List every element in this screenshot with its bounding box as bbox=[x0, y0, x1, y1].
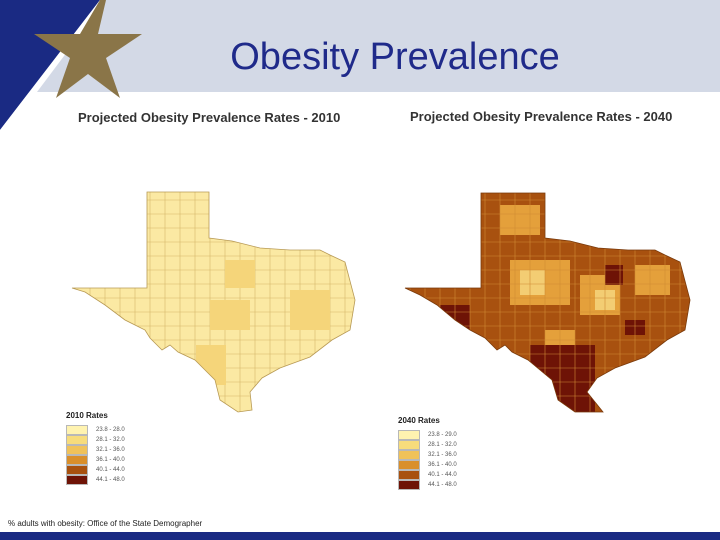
legend-2010-row: 23.8 - 28.0 bbox=[66, 425, 186, 435]
legend-swatch bbox=[66, 465, 88, 475]
legend-label: 28.1 - 32.0 bbox=[428, 442, 457, 448]
legend-label: 40.1 - 44.0 bbox=[96, 467, 125, 473]
legend-2010-row: 28.1 - 32.0 bbox=[66, 435, 186, 445]
legend-swatch bbox=[66, 445, 88, 455]
legend-swatch bbox=[398, 440, 420, 450]
map-2010-title: Projected Obesity Prevalence Rates - 201… bbox=[78, 110, 341, 125]
legend-2040-title: 2040 Rates bbox=[398, 416, 440, 425]
star-logo-icon bbox=[0, 0, 142, 136]
legend-2040-row: 32.1 - 36.0 bbox=[398, 450, 518, 460]
legend-label: 36.1 - 40.0 bbox=[428, 462, 457, 468]
bottom-bar bbox=[0, 532, 720, 540]
legend-swatch bbox=[398, 480, 420, 490]
legend-2010-title: 2010 Rates bbox=[66, 411, 108, 420]
legend-swatch bbox=[398, 430, 420, 440]
legend-label: 23.8 - 28.0 bbox=[96, 427, 125, 433]
legend-2040: 2040 Rates 23.8 - 29.0 28.1 - 32.0 32.1 … bbox=[398, 416, 518, 490]
legend-label: 28.1 - 32.0 bbox=[96, 437, 125, 443]
legend-2010-row: 32.1 - 36.0 bbox=[66, 445, 186, 455]
legend-2010-row: 40.1 - 44.0 bbox=[66, 465, 186, 475]
legend-swatch bbox=[398, 460, 420, 470]
legend-2010-row: 44.1 - 48.0 bbox=[66, 475, 186, 485]
legend-2040-row: 28.1 - 32.0 bbox=[398, 440, 518, 450]
slide-title: Obesity Prevalence bbox=[230, 36, 560, 78]
legend-label: 44.1 - 48.0 bbox=[96, 477, 125, 483]
legend-label: 32.1 - 36.0 bbox=[96, 447, 125, 453]
legend-swatch bbox=[398, 450, 420, 460]
legend-label: 32.1 - 36.0 bbox=[428, 452, 457, 458]
legend-2040-row: 23.8 - 29.0 bbox=[398, 430, 518, 440]
legend-2040-row: 36.1 - 40.0 bbox=[398, 460, 518, 470]
legend-swatch bbox=[398, 470, 420, 480]
legend-label: 44.1 - 48.0 bbox=[428, 482, 457, 488]
legend-2040-row: 44.1 - 48.0 bbox=[398, 480, 518, 490]
legend-2010: 2010 Rates 23.8 - 28.0 28.1 - 32.0 32.1 … bbox=[66, 411, 186, 485]
legend-label: 40.1 - 44.0 bbox=[428, 472, 457, 478]
legend-label: 23.8 - 29.0 bbox=[428, 432, 457, 438]
legend-label: 36.1 - 40.0 bbox=[96, 457, 125, 463]
legend-swatch bbox=[66, 435, 88, 445]
legend-swatch bbox=[66, 425, 88, 435]
source-footnote: % adults with obesity: Office of the Sta… bbox=[8, 519, 203, 528]
legend-2010-row: 36.1 - 40.0 bbox=[66, 455, 186, 465]
legend-2040-row: 40.1 - 44.0 bbox=[398, 470, 518, 480]
legend-swatch bbox=[66, 455, 88, 465]
legend-swatch bbox=[66, 475, 88, 485]
map-2040-title: Projected Obesity Prevalence Rates - 204… bbox=[410, 109, 673, 124]
